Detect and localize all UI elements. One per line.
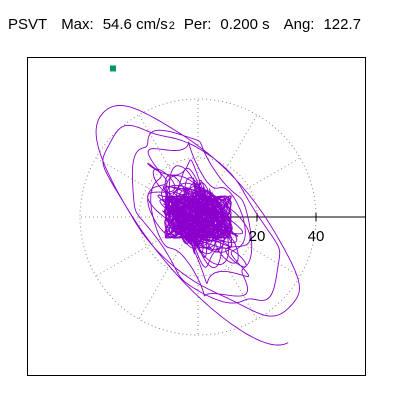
orbit-trace: [95, 105, 300, 346]
period-label: Per:: [183, 16, 212, 33]
peak-marker: [109, 65, 116, 72]
angle-value: 122.7: [323, 16, 361, 33]
tick-labels: 20 40: [249, 228, 325, 245]
max-value: 54.6 cm/s: [102, 16, 168, 33]
orbit-plot: 20 40: [79, 65, 365, 346]
angle-label: Ang:: [283, 16, 315, 33]
plot-frame: 20 40: [27, 57, 366, 376]
orbit-cluster: [163, 195, 232, 239]
plot-type-label: PSVT: [8, 16, 48, 33]
peak-marker-group: [109, 65, 116, 72]
plot-header: PSVT Max: 54.6 cm/s 2 Per: 0.200 s Ang: 1…: [8, 16, 361, 40]
axis-tick-label-40: 40: [308, 228, 325, 245]
max-label: Max:: [61, 16, 94, 33]
axis-tick-label-20: 20: [249, 228, 266, 245]
max-unit-exponent: 2: [168, 20, 175, 32]
orbit-path: [95, 105, 300, 346]
period-value: 0.200 s: [220, 16, 270, 33]
